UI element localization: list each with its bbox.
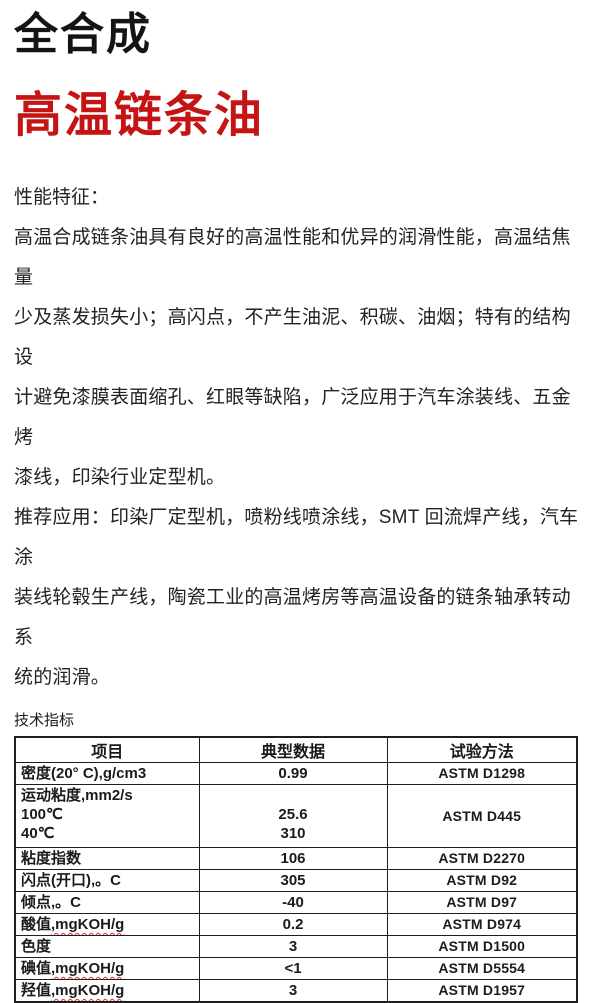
spec-table-heading: 技术指标 xyxy=(14,712,75,729)
table-row: 羟值,mgKOH/g 3 ASTM D1957 xyxy=(14,979,578,1003)
spec-value-cell: 0.99 xyxy=(198,762,388,785)
table-row: 运动粘度,mm2/s 100℃ 40℃ 25.6 310 ASTM D445 xyxy=(14,784,578,848)
table-row: 闪点(开口),。C 305 ASTM D92 xyxy=(14,869,578,892)
spec-value-cell: 3 xyxy=(198,935,388,958)
spec-item-text: 运动粘度,mm2/s 100℃ 40℃ xyxy=(21,787,133,842)
spec-item-text: 羟值 xyxy=(21,982,52,999)
table-row: 粘度指数 106 ASTM D2270 xyxy=(14,847,578,870)
spellcheck-wavy-text: ,mgKOH/g xyxy=(51,960,125,977)
features-paragraph: 高温合成链条油具有良好的高温性能和优异的润滑性能，高温结焦量 少及蒸发损失小；高… xyxy=(14,227,571,488)
spec-method-cell: ASTM D97 xyxy=(386,891,578,914)
spec-value-cell: -40 xyxy=(198,891,388,914)
spec-value-cell: 305 xyxy=(198,869,388,892)
table-row: 倾点,。C -40 ASTM D97 xyxy=(14,891,578,914)
spec-item-text: 酸值 xyxy=(21,916,52,933)
spec-item-cell: 粘度指数 xyxy=(14,847,200,870)
spec-value-cell: 0.2 xyxy=(198,913,388,936)
spec-item-text: 粘度指数 xyxy=(21,850,82,867)
spec-value-cell: <1 xyxy=(198,957,388,980)
spec-method-cell: ASTM D2270 xyxy=(386,847,578,870)
column-header-value: 典型数据 xyxy=(198,736,388,763)
spec-item-cell: 运动粘度,mm2/s 100℃ 40℃ xyxy=(14,784,200,848)
table-row: 色度 3 ASTM D1500 xyxy=(14,935,578,958)
spec-table: 项目 典型数据 试验方法 密度(20° C),g/cm3 0.99 ASTM D12… xyxy=(14,736,578,1003)
spellcheck-wavy-text: ,mgKOH/g xyxy=(51,916,125,933)
table-row: 碘值,mgKOH/g <1 ASTM D5554 xyxy=(14,957,578,980)
spec-item-cell: 闪点(开口),。C xyxy=(14,869,200,892)
spec-item-text: 倾点,。C xyxy=(21,894,82,911)
spec-item-cell: 色度 xyxy=(14,935,200,958)
spec-value-cell: 25.6 310 xyxy=(198,784,388,848)
document-page: 全合成 高温链条油 性能特征： 高温合成链条油具有良好的高温性能和优异的润滑性能… xyxy=(0,10,600,1003)
spec-item-cell: 羟值,mgKOH/g xyxy=(14,979,200,1003)
spec-table-body: 密度(20° C),g/cm3 0.99 ASTM D1298 运动粘度,mm2/s … xyxy=(14,762,578,1003)
spec-item-cell: 酸值,mgKOH/g xyxy=(14,913,200,936)
features-heading: 性能特征： xyxy=(14,187,110,208)
spec-method-cell: ASTM D974 xyxy=(386,913,578,936)
spec-method-cell: ASTM D1957 xyxy=(386,979,578,1003)
spec-item-text: 闪点(开口),。C xyxy=(21,872,121,889)
spec-value-cell: 3 xyxy=(198,979,388,1003)
spec-method-cell: ASTM D5554 xyxy=(386,957,578,980)
spec-method-cell: ASTM D1298 xyxy=(386,762,578,785)
spec-item-text: 碘值 xyxy=(21,960,52,977)
spec-item-text: 密度(20° C),g/cm3 xyxy=(21,765,147,782)
spec-method-cell: ASTM D445 xyxy=(386,784,578,848)
product-name-title: 高温链条油 xyxy=(14,89,265,142)
spec-method-cell: ASTM D92 xyxy=(386,869,578,892)
table-row: 密度(20° C),g/cm3 0.99 ASTM D1298 xyxy=(14,762,578,785)
spec-item-cell: 倾点,。C xyxy=(14,891,200,914)
spec-method-cell: ASTM D1500 xyxy=(386,935,578,958)
column-header-method: 试验方法 xyxy=(386,736,578,763)
table-header-row: 项目 典型数据 试验方法 xyxy=(14,736,578,763)
spec-item-text: 色度 xyxy=(21,938,52,955)
product-type-title: 全合成 xyxy=(14,10,152,59)
spec-value-cell: 106 xyxy=(198,847,388,870)
table-row: 酸值,mgKOH/g 0.2 ASTM D974 xyxy=(14,913,578,936)
column-header-item: 项目 xyxy=(14,736,200,763)
applications-paragraph: 推荐应用：印染厂定型机，喷粉线喷涂线，SMT 回流焊产线，汽车涂 装线轮毂生产线… xyxy=(14,507,579,688)
spec-item-cell: 碘值,mgKOH/g xyxy=(14,957,200,980)
spec-item-cell: 密度(20° C),g/cm3 xyxy=(14,762,200,785)
spellcheck-wavy-text: ,mgKOH/g xyxy=(51,982,125,999)
